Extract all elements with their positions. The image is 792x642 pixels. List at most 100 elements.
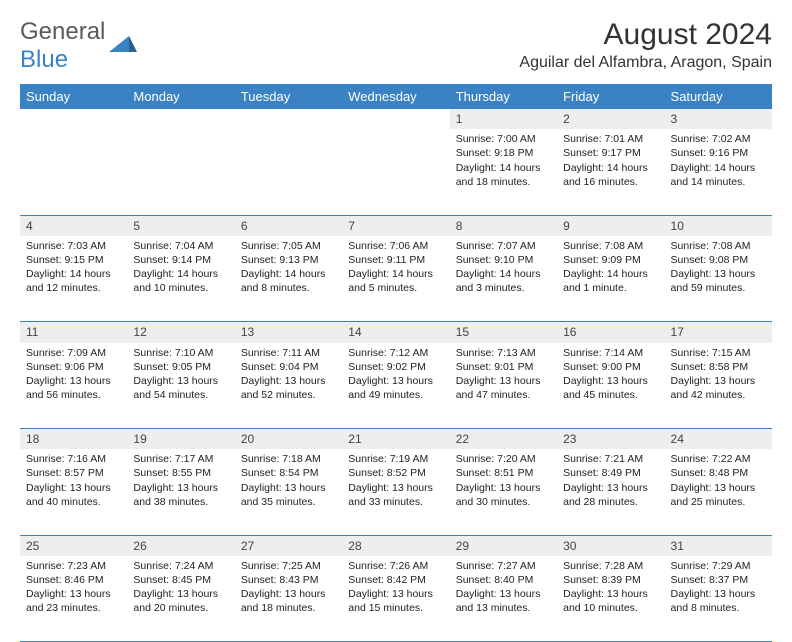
day-number-cell: 19: [127, 429, 234, 450]
weekday-header: Saturday: [665, 84, 772, 109]
day-number-cell: 15: [450, 322, 557, 343]
sunset-line: Sunset: 9:05 PM: [133, 360, 228, 374]
daylight-line: Daylight: 14 hours and 3 minutes.: [456, 267, 551, 295]
weekday-header: Thursday: [450, 84, 557, 109]
sunrise-line: Sunrise: 7:27 AM: [456, 559, 551, 573]
sunrise-line: Sunrise: 7:21 AM: [563, 452, 658, 466]
sunrise-line: Sunrise: 7:26 AM: [348, 559, 443, 573]
sunset-line: Sunset: 9:10 PM: [456, 253, 551, 267]
day-cell: Sunrise: 7:24 AMSunset: 8:45 PMDaylight:…: [127, 556, 234, 642]
sunset-line: Sunset: 8:46 PM: [26, 573, 121, 587]
day-number-cell: 28: [342, 535, 449, 556]
weekday-header: Tuesday: [235, 84, 342, 109]
day-cell: Sunrise: 7:13 AMSunset: 9:01 PMDaylight:…: [450, 343, 557, 429]
day-number-cell: 30: [557, 535, 664, 556]
sunrise-line: Sunrise: 7:08 AM: [671, 239, 766, 253]
sunrise-line: Sunrise: 7:02 AM: [671, 132, 766, 146]
sunrise-line: Sunrise: 7:04 AM: [133, 239, 228, 253]
day-number-cell: 12: [127, 322, 234, 343]
sunset-line: Sunset: 9:14 PM: [133, 253, 228, 267]
day-cell: Sunrise: 7:06 AMSunset: 9:11 PMDaylight:…: [342, 236, 449, 322]
sunrise-line: Sunrise: 7:20 AM: [456, 452, 551, 466]
sunrise-line: Sunrise: 7:22 AM: [671, 452, 766, 466]
day-cell: Sunrise: 7:08 AMSunset: 9:08 PMDaylight:…: [665, 236, 772, 322]
weekday-header-row: Sunday Monday Tuesday Wednesday Thursday…: [20, 84, 772, 109]
page-header: General Blue August 2024 Aguilar del Alf…: [20, 18, 772, 74]
sunrise-line: Sunrise: 7:29 AM: [671, 559, 766, 573]
day-cell: [235, 129, 342, 215]
day-number-cell: 22: [450, 429, 557, 450]
day-cell: Sunrise: 7:03 AMSunset: 9:15 PMDaylight:…: [20, 236, 127, 322]
daylight-line: Daylight: 14 hours and 14 minutes.: [671, 161, 766, 189]
daylight-line: Daylight: 13 hours and 13 minutes.: [456, 587, 551, 615]
sunset-line: Sunset: 9:16 PM: [671, 146, 766, 160]
daylight-line: Daylight: 13 hours and 15 minutes.: [348, 587, 443, 615]
day-cell: Sunrise: 7:27 AMSunset: 8:40 PMDaylight:…: [450, 556, 557, 642]
day-cell: Sunrise: 7:08 AMSunset: 9:09 PMDaylight:…: [557, 236, 664, 322]
sunset-line: Sunset: 8:52 PM: [348, 466, 443, 480]
sunrise-line: Sunrise: 7:25 AM: [241, 559, 336, 573]
daylight-line: Daylight: 14 hours and 1 minute.: [563, 267, 658, 295]
day-number-cell: 16: [557, 322, 664, 343]
day-cell: Sunrise: 7:04 AMSunset: 9:14 PMDaylight:…: [127, 236, 234, 322]
title-block: August 2024 Aguilar del Alfambra, Aragon…: [519, 18, 772, 72]
week-row: Sunrise: 7:16 AMSunset: 8:57 PMDaylight:…: [20, 449, 772, 535]
month-title: August 2024: [519, 18, 772, 52]
day-cell: [127, 129, 234, 215]
sunset-line: Sunset: 9:09 PM: [563, 253, 658, 267]
daylight-line: Daylight: 13 hours and 38 minutes.: [133, 481, 228, 509]
sunrise-line: Sunrise: 7:09 AM: [26, 346, 121, 360]
day-number-cell: 29: [450, 535, 557, 556]
sunset-line: Sunset: 9:06 PM: [26, 360, 121, 374]
weekday-header: Monday: [127, 84, 234, 109]
daylight-line: Daylight: 13 hours and 47 minutes.: [456, 374, 551, 402]
day-cell: Sunrise: 7:16 AMSunset: 8:57 PMDaylight:…: [20, 449, 127, 535]
daylight-line: Daylight: 13 hours and 10 minutes.: [563, 587, 658, 615]
day-cell: Sunrise: 7:09 AMSunset: 9:06 PMDaylight:…: [20, 343, 127, 429]
week-row: Sunrise: 7:03 AMSunset: 9:15 PMDaylight:…: [20, 236, 772, 322]
daylight-line: Daylight: 13 hours and 35 minutes.: [241, 481, 336, 509]
daylight-line: Daylight: 13 hours and 33 minutes.: [348, 481, 443, 509]
sunset-line: Sunset: 8:45 PM: [133, 573, 228, 587]
day-number-row: 11121314151617: [20, 322, 772, 343]
sunrise-line: Sunrise: 7:11 AM: [241, 346, 336, 360]
day-number-cell: 9: [557, 215, 664, 236]
daylight-line: Daylight: 13 hours and 23 minutes.: [26, 587, 121, 615]
day-cell: Sunrise: 7:00 AMSunset: 9:18 PMDaylight:…: [450, 129, 557, 215]
sunset-line: Sunset: 8:58 PM: [671, 360, 766, 374]
day-number-cell: 5: [127, 215, 234, 236]
day-cell: Sunrise: 7:12 AMSunset: 9:02 PMDaylight:…: [342, 343, 449, 429]
logo-text-2: Blue: [20, 46, 68, 73]
daylight-line: Daylight: 14 hours and 5 minutes.: [348, 267, 443, 295]
day-cell: Sunrise: 7:15 AMSunset: 8:58 PMDaylight:…: [665, 343, 772, 429]
sunrise-line: Sunrise: 7:13 AM: [456, 346, 551, 360]
day-number-cell: 14: [342, 322, 449, 343]
sunrise-line: Sunrise: 7:08 AM: [563, 239, 658, 253]
daylight-line: Daylight: 13 hours and 56 minutes.: [26, 374, 121, 402]
week-row: Sunrise: 7:23 AMSunset: 8:46 PMDaylight:…: [20, 556, 772, 642]
sunset-line: Sunset: 9:17 PM: [563, 146, 658, 160]
day-cell: [342, 129, 449, 215]
daylight-line: Daylight: 14 hours and 8 minutes.: [241, 267, 336, 295]
calendar-body: 123Sunrise: 7:00 AMSunset: 9:18 PMDaylig…: [20, 109, 772, 642]
logo-text-1: General: [20, 18, 105, 45]
sunset-line: Sunset: 9:02 PM: [348, 360, 443, 374]
day-cell: Sunrise: 7:14 AMSunset: 9:00 PMDaylight:…: [557, 343, 664, 429]
day-cell: Sunrise: 7:29 AMSunset: 8:37 PMDaylight:…: [665, 556, 772, 642]
sunrise-line: Sunrise: 7:18 AM: [241, 452, 336, 466]
day-number-cell: 21: [342, 429, 449, 450]
brand-logo: General Blue: [20, 18, 137, 74]
sunset-line: Sunset: 8:54 PM: [241, 466, 336, 480]
sunrise-line: Sunrise: 7:07 AM: [456, 239, 551, 253]
sunrise-line: Sunrise: 7:14 AM: [563, 346, 658, 360]
sunset-line: Sunset: 8:57 PM: [26, 466, 121, 480]
day-cell: Sunrise: 7:11 AMSunset: 9:04 PMDaylight:…: [235, 343, 342, 429]
sunrise-line: Sunrise: 7:06 AM: [348, 239, 443, 253]
week-row: Sunrise: 7:09 AMSunset: 9:06 PMDaylight:…: [20, 343, 772, 429]
day-cell: Sunrise: 7:20 AMSunset: 8:51 PMDaylight:…: [450, 449, 557, 535]
day-cell: Sunrise: 7:23 AMSunset: 8:46 PMDaylight:…: [20, 556, 127, 642]
sunset-line: Sunset: 8:55 PM: [133, 466, 228, 480]
calendar-table: Sunday Monday Tuesday Wednesday Thursday…: [20, 84, 772, 642]
sunset-line: Sunset: 8:48 PM: [671, 466, 766, 480]
day-cell: Sunrise: 7:21 AMSunset: 8:49 PMDaylight:…: [557, 449, 664, 535]
